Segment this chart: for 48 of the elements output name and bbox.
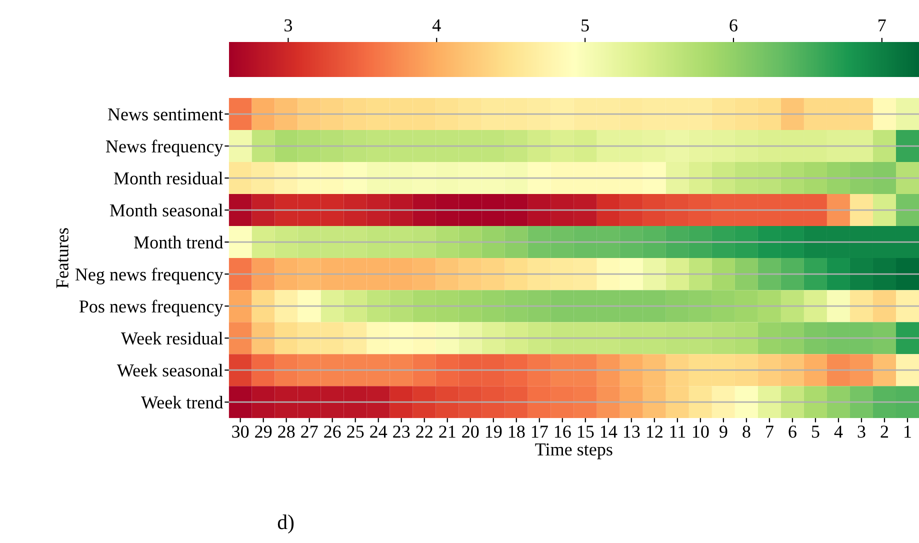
- x-axis-title: Time steps: [535, 443, 612, 460]
- text: d): [278, 514, 294, 534]
- y-tick-label: Month residual: [114, 172, 223, 184]
- y-tick-label: Neg news frequency: [75, 268, 224, 284]
- y-tick-label: News sentiment: [108, 108, 224, 120]
- x-tick-label: 21: [439, 426, 456, 438]
- y-tick-label: Pos news frequency: [79, 300, 224, 316]
- x-tick-label: 10: [693, 426, 709, 438]
- x-tick-label: 1: [904, 426, 911, 438]
- y-tick-label: Week trend: [141, 396, 224, 409]
- x-tick-label: 20: [462, 426, 479, 438]
- x-tick-label: 17: [532, 426, 548, 438]
- y-tick-label: Week residual: [120, 332, 223, 345]
- y-tick-label: Month seasonal: [110, 204, 223, 216]
- x-tick-label: 23: [393, 426, 410, 438]
- color-bar-label: 6: [730, 19, 738, 32]
- x-tick-label: 26: [324, 426, 341, 438]
- x-tick-label: 3: [858, 426, 866, 438]
- x-tick-label: 13: [624, 426, 640, 438]
- y-axis-title: Features: [56, 228, 68, 288]
- x-tick-label: 24: [370, 426, 388, 438]
- x-tick-label: 12: [646, 426, 662, 438]
- color-bar-label: 7: [878, 19, 886, 32]
- x-tick-label: 16: [554, 426, 571, 438]
- x-tick-label: 19: [486, 426, 502, 438]
- x-tick-label: 9: [720, 426, 728, 438]
- x-tick-label: 2: [880, 426, 888, 438]
- x-tick-label: 6: [788, 426, 796, 438]
- x-tick-label: 4: [834, 426, 843, 438]
- x-tick-label: 27: [301, 426, 318, 438]
- x-tick-label: 25: [347, 426, 364, 438]
- x-tick-label: 14: [600, 426, 618, 438]
- x-tick-label: 15: [578, 426, 594, 438]
- color-bar-label: 5: [582, 19, 589, 32]
- x-tick-label: 7: [766, 426, 774, 438]
- y-tick-label: Week seasonal: [116, 364, 223, 377]
- color-bar-label: 3: [284, 19, 292, 32]
- y-tick-label: News frequency: [106, 140, 224, 156]
- x-tick-label: 8: [742, 426, 750, 438]
- y-tick-label: Month trend: [134, 236, 224, 248]
- color-bar-label: 4: [432, 19, 441, 32]
- x-tick-label: 18: [508, 426, 525, 438]
- x-tick-label: 28: [278, 426, 295, 438]
- x-tick-label: 5: [812, 426, 820, 438]
- x-tick-label: 29: [255, 426, 272, 438]
- x-tick-label: 11: [670, 426, 686, 438]
- x-tick-label: 30: [232, 426, 249, 438]
- x-tick-label: 22: [416, 426, 432, 438]
